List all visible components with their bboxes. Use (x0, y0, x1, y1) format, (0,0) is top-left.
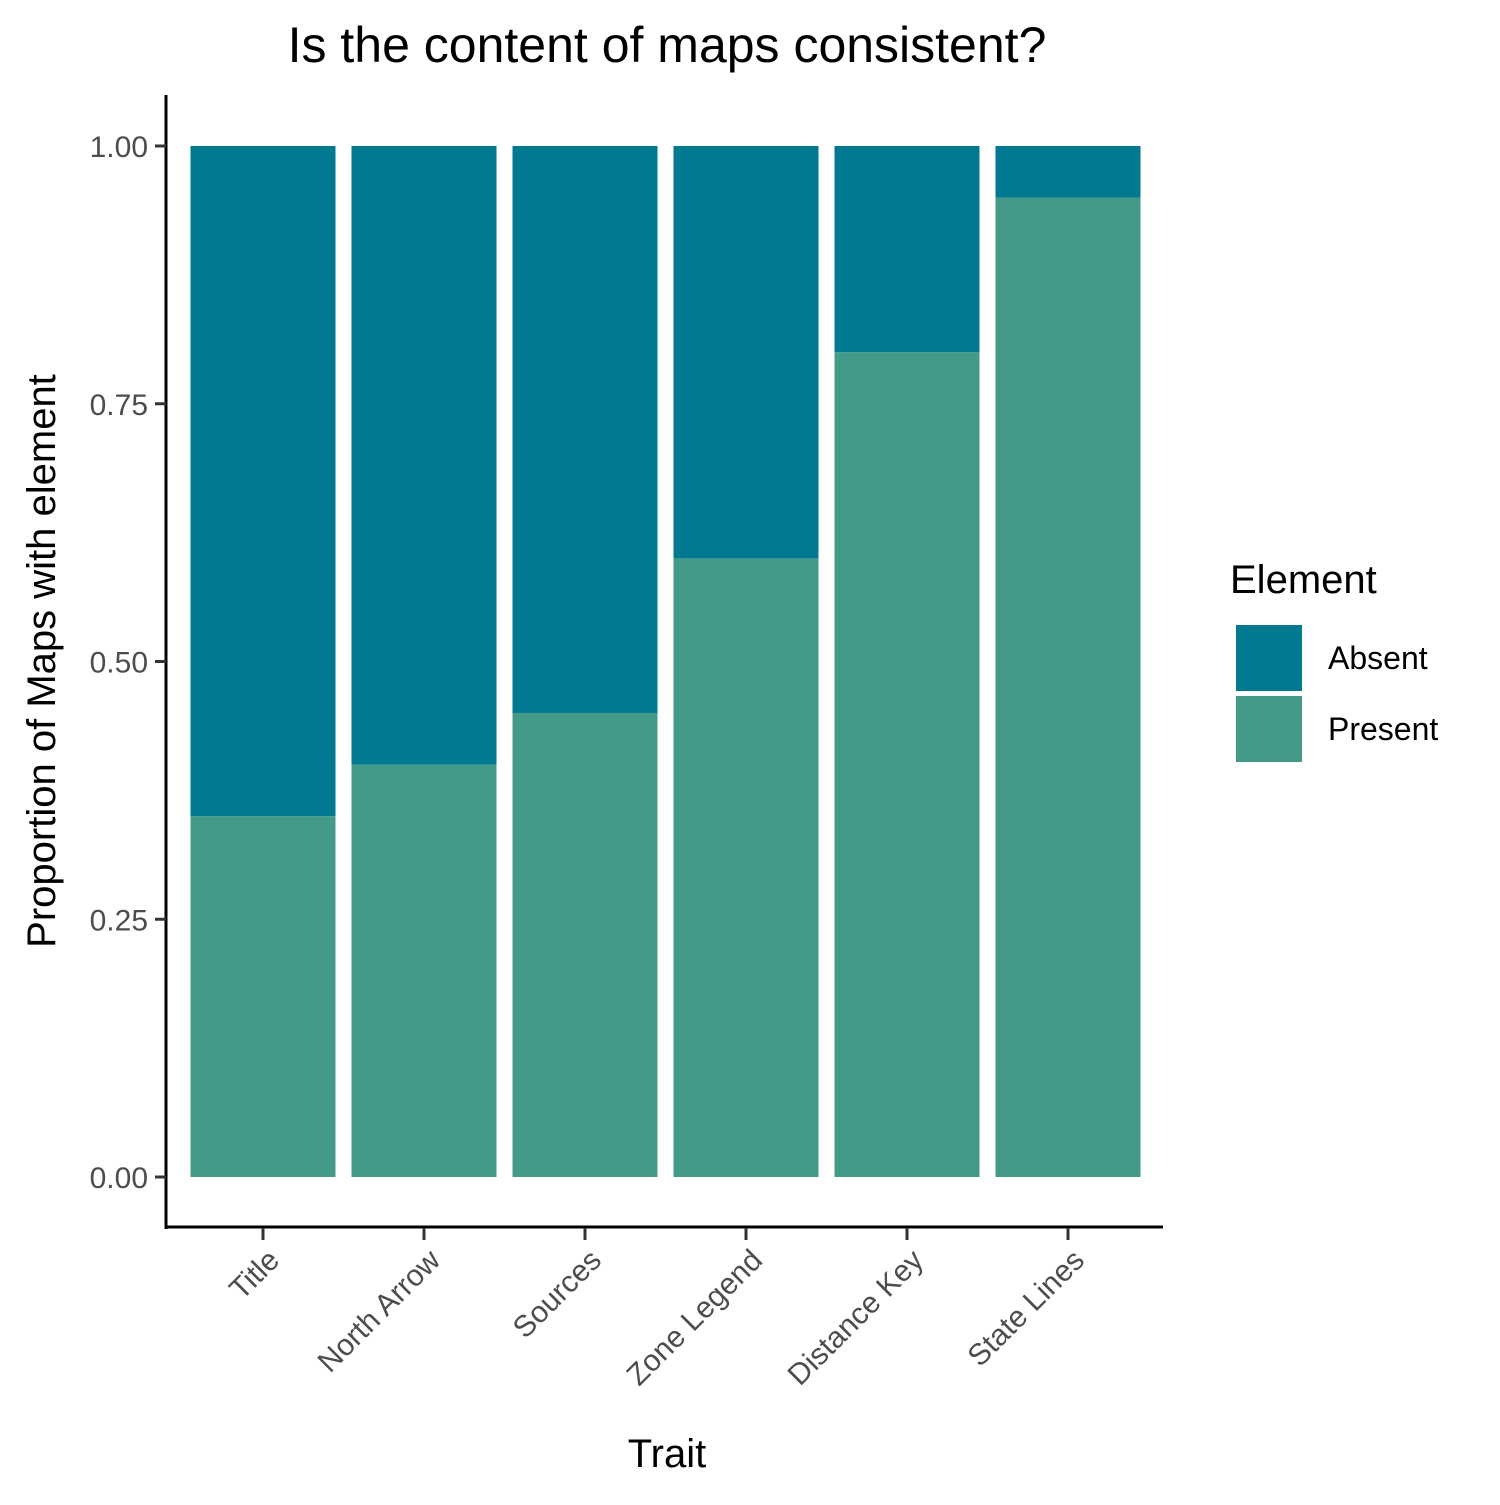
bar-present-1 (190, 816, 336, 1177)
y-axis-title: Proportion of Maps with element (20, 374, 64, 948)
legend: Element Absent Present (1230, 558, 1438, 762)
y-ticks-group: 0.00 0.25 0.50 0.75 1.00 (90, 131, 166, 1195)
x-tick-label: Sources (507, 1244, 608, 1345)
bar-present-5 (834, 352, 980, 1177)
bar-present-2 (351, 764, 497, 1177)
x-tick-label: North Arrow (312, 1243, 448, 1379)
y-tick-label: 0.50 (90, 647, 148, 680)
bar-absent-3 (512, 146, 658, 714)
bar-absent-4 (673, 146, 819, 559)
y-tick-label: 0.00 (90, 1162, 148, 1195)
bar-absent-1 (190, 146, 336, 817)
legend-label-absent: Absent (1328, 640, 1428, 676)
legend-label-present: Present (1328, 711, 1438, 747)
bar-present-6 (995, 197, 1141, 1178)
y-tick-label: 0.75 (90, 389, 148, 422)
x-axis-title: Trait (628, 1432, 707, 1476)
chart-title: Is the content of maps consistent? (288, 17, 1047, 73)
legend-swatch-present (1236, 696, 1302, 762)
bars-group (190, 146, 1141, 1178)
y-tick-label: 1.00 (90, 131, 148, 164)
x-tick-label: State Lines (961, 1244, 1090, 1373)
bar-absent-5 (834, 146, 980, 353)
x-tick-label: Zone Legend (621, 1244, 769, 1392)
bar-absent-6 (995, 146, 1141, 198)
bar-present-3 (512, 713, 658, 1177)
x-tick-label: Distance Key (782, 1244, 930, 1392)
x-tick-label: Title (223, 1244, 286, 1307)
bar-present-4 (673, 558, 819, 1177)
legend-swatch-absent (1236, 625, 1302, 691)
legend-title: Element (1230, 558, 1377, 602)
y-tick-label: 0.25 (90, 904, 148, 937)
x-ticks-group: Title North Arrow Sources Zone Legend Distan… (223, 1228, 1091, 1392)
bar-absent-2 (351, 146, 497, 765)
